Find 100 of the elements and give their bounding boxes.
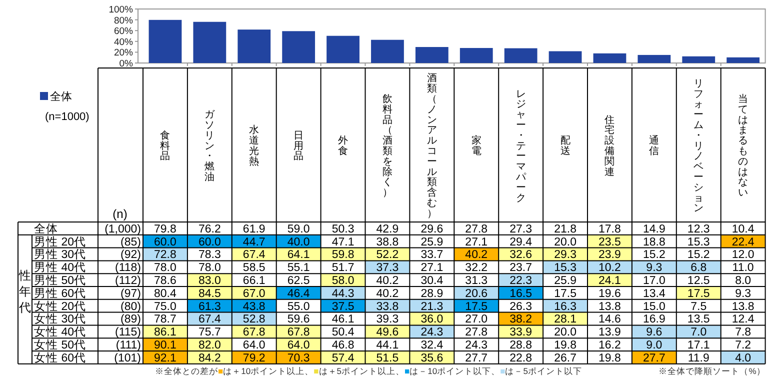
- data-label: 18.8: [642, 236, 666, 248]
- data-label: 9.6: [646, 326, 662, 339]
- y-tick-label: 40%: [114, 36, 134, 48]
- data-label: 15.0: [642, 300, 666, 313]
- data-label: 46.8: [332, 340, 354, 352]
- data-label: 12.0: [732, 249, 754, 262]
- data-label: 8.0: [735, 275, 752, 287]
- y2-tick-label: (112): [115, 275, 142, 287]
- data-label: 43.8: [242, 300, 266, 313]
- y2-tick-label: (89): [120, 314, 142, 326]
- data-label: 15.3: [687, 236, 710, 248]
- data-label: 61.3: [198, 300, 221, 313]
- data-label: 66.1: [242, 275, 266, 287]
- y-tick-label: 女性 60代: [34, 351, 86, 364]
- data-label: 17.1: [687, 340, 710, 352]
- y-tick-label: 男性 40代: [34, 261, 86, 274]
- x-tick-label: 日用品: [294, 130, 304, 162]
- data-label: 38.2: [510, 314, 532, 326]
- data-label: 27.1: [420, 262, 444, 274]
- data-label: 29.6: [420, 223, 444, 236]
- data-label: 55.0: [287, 300, 310, 313]
- data-label: 23.7: [510, 262, 532, 274]
- data-label: 32.6: [510, 249, 532, 262]
- data-label: 79.8: [154, 223, 176, 236]
- data-label: 27.8: [465, 326, 488, 339]
- x-tick-label: 配送: [560, 136, 570, 157]
- category-label: 酒類（ノンアルコール類含む）: [426, 73, 437, 220]
- data-label: 13.9: [598, 326, 621, 339]
- data-label: 67.8: [242, 326, 266, 339]
- data-label: 16.2: [598, 340, 621, 352]
- data-label: 29.3: [554, 249, 576, 262]
- data-label: 17.5: [465, 300, 488, 313]
- data-label: 75.7: [198, 326, 221, 339]
- data-label: 19.6: [598, 288, 621, 300]
- data-label: 11.9: [688, 352, 710, 364]
- data-label: 75.0: [154, 300, 176, 313]
- y-tick-label: 女性 40代: [34, 326, 86, 339]
- data-label: 31.3: [465, 275, 488, 287]
- data-label: 40.2: [376, 288, 399, 300]
- data-label: 24.1: [598, 275, 621, 287]
- category-label: レジャー・テーマパーク: [516, 88, 526, 204]
- data-label: 17.5: [554, 288, 576, 300]
- text: 性年代: [18, 268, 31, 314]
- data-label: 78.3: [198, 249, 221, 262]
- data-label: 17.0: [642, 275, 666, 287]
- data-label: 32.2: [465, 262, 488, 274]
- data-label: 13.8: [732, 300, 754, 313]
- y2-tick-label: (118): [115, 262, 142, 274]
- data-label: 67.4: [198, 314, 222, 326]
- data-label: 40.2: [465, 249, 488, 262]
- data-label: 27.7: [642, 352, 666, 364]
- data-label: 84.2: [198, 352, 221, 364]
- x-tick-label: 外食: [338, 136, 348, 157]
- data-label: 9.3: [646, 262, 662, 274]
- data-label: 78.7: [154, 314, 176, 326]
- data-label: 37.3: [376, 262, 399, 274]
- y2-tick-label: (92): [120, 249, 142, 262]
- data-label: 27.3: [510, 223, 532, 236]
- data-label: 15.2: [642, 249, 666, 262]
- data-label: 64.0: [287, 340, 310, 352]
- y-tick-label: 80%: [114, 15, 134, 26]
- data-label: 16.9: [642, 314, 666, 326]
- data-label: 29.4: [510, 236, 533, 248]
- x-tick-label: 住宅設備関連: [604, 114, 615, 178]
- data-label: 42.9: [376, 223, 399, 236]
- data-label: 78.0: [198, 262, 221, 274]
- category-label: 飲料品（酒類を除く）: [382, 94, 392, 199]
- data-label: 13.8: [598, 300, 621, 313]
- data-label: 39.3: [376, 314, 399, 326]
- x-tick-label: 食料品: [160, 129, 170, 162]
- y-tick-label: 男性 50代: [34, 274, 86, 287]
- data-label: 21.3: [420, 300, 444, 313]
- data-label: 40.0: [287, 236, 310, 248]
- data-label: 60.0: [198, 236, 221, 248]
- data-label: 7.0: [690, 326, 707, 339]
- data-label: 13.4: [642, 288, 666, 300]
- data-label: 59.6: [287, 314, 310, 326]
- data-label: 38.8: [376, 236, 399, 248]
- data-label: 32.4: [420, 340, 444, 352]
- data-label: 27.0: [465, 314, 488, 326]
- data-label: 22.3: [510, 275, 532, 287]
- data-label: 30.4: [420, 275, 444, 287]
- data-label: 67.8: [287, 326, 310, 339]
- data-label: 25.9: [420, 236, 444, 248]
- data-label: 19.8: [598, 352, 621, 364]
- y2-tick-label: (80): [120, 300, 142, 313]
- data-label: 7.2: [735, 340, 752, 352]
- data-label: 50.3: [332, 223, 354, 236]
- data-label: 58.5: [242, 262, 266, 274]
- data-label: 15.2: [687, 249, 710, 262]
- y-tick-label: 男性 60代: [34, 286, 86, 300]
- bar: [193, 22, 226, 63]
- data-label: 23.5: [598, 236, 621, 248]
- data-label: 9.3: [735, 288, 752, 300]
- bar: [282, 31, 316, 63]
- y-tick-label: 100%: [108, 4, 134, 16]
- data-label: 10.4: [732, 223, 755, 236]
- data-label: 44.3: [332, 288, 354, 300]
- bar: [371, 40, 404, 63]
- data-label: 46.1: [332, 314, 354, 326]
